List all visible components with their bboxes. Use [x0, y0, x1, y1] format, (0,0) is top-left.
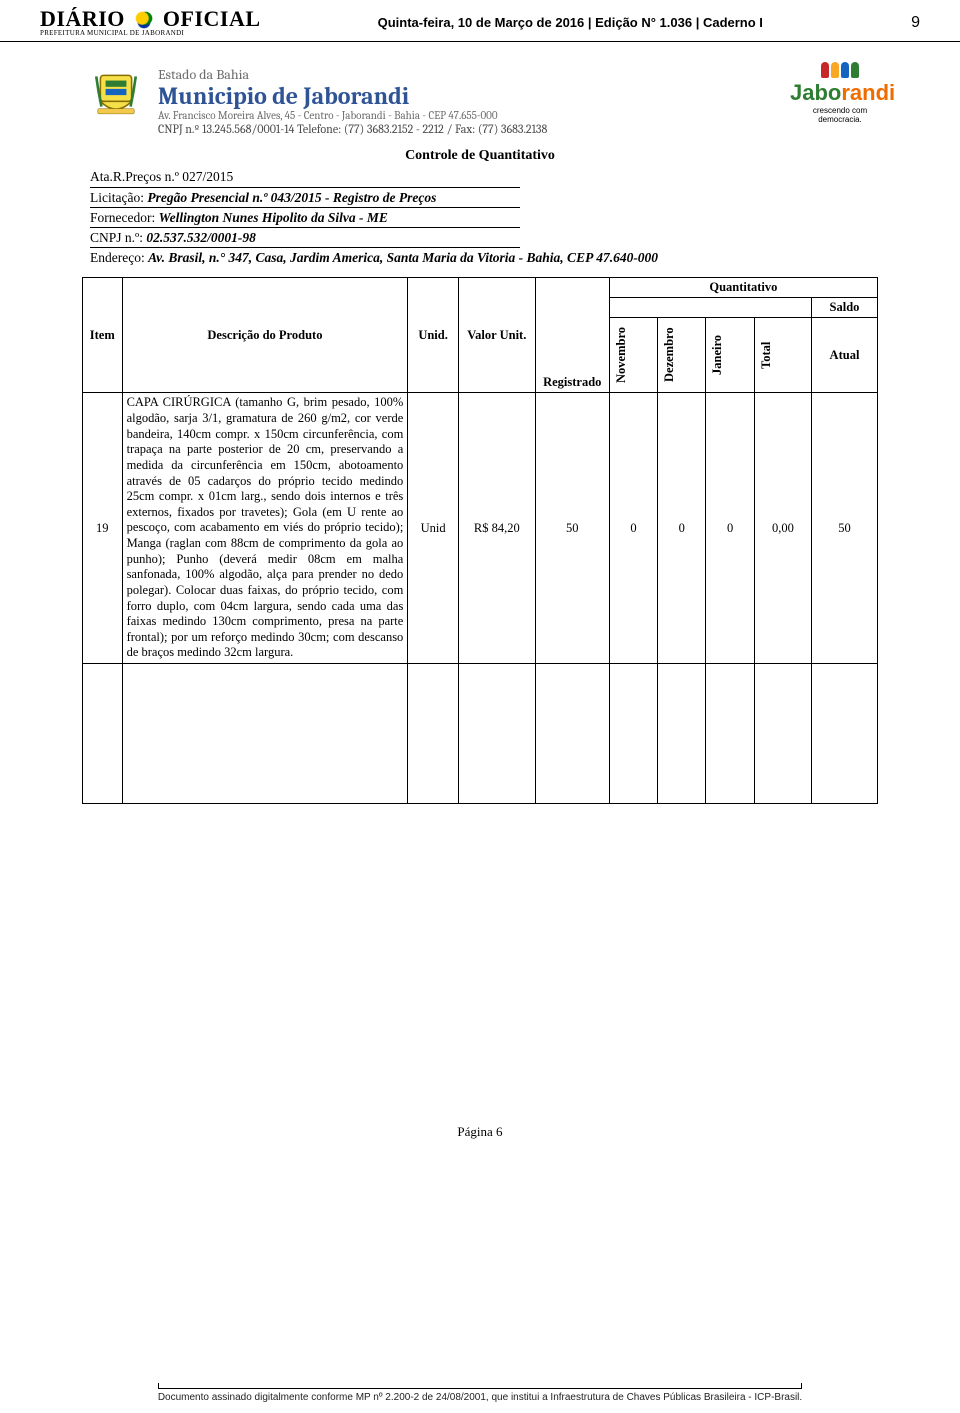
th-quantitativo: Quantitativo — [609, 278, 877, 298]
cell-novembro: 0 — [609, 393, 657, 664]
th-total: Total — [759, 320, 774, 390]
th-novembro: Novembro — [614, 320, 629, 390]
edition-info: Quinta-feira, 10 de Março de 2016 | Ediç… — [261, 15, 880, 30]
ata-line: Ata.R.Preços n.º 027/2015 — [90, 168, 520, 187]
licitacao-value: Pregão Presencial n.º 043/2015 - Registr… — [147, 190, 436, 205]
brand-slogan: crescendo com democracia. — [790, 106, 890, 124]
table-row-empty — [83, 664, 878, 804]
digital-signature-footer: Documento assinado digitalmente conforme… — [0, 1388, 960, 1403]
licitacao-label: Licitação: — [90, 190, 144, 205]
inner-page-number: Página 6 — [0, 1124, 960, 1140]
page-number: 9 — [880, 14, 920, 32]
table-row: 19 CAPA CIRÚRGICA (tamanho G, brim pesad… — [83, 393, 878, 664]
cell-janeiro: 0 — [706, 393, 754, 664]
municipal-coat-icon — [90, 66, 142, 118]
info-block: Ata.R.Preços n.º 027/2015 Licitação: Pre… — [0, 168, 960, 267]
jaborandi-brand-logo: Jaborandi crescendo com democracia. — [790, 62, 890, 124]
letterhead: Estado da Bahia Municipio de Jaborandi A… — [0, 42, 960, 142]
cell-item: 19 — [83, 393, 123, 664]
endereco-label: Endereço: — [90, 250, 145, 265]
municipality-address: Av. Francisco Moreira Alves, 45 - Centro… — [158, 109, 900, 122]
cell-total: 0,00 — [754, 393, 811, 664]
cnpj-value: 02.537.532/0001-98 — [146, 230, 256, 245]
th-unid: Unid. — [408, 278, 459, 393]
th-atual: Atual — [811, 318, 877, 393]
cell-saldo: 50 — [811, 393, 877, 664]
cell-dezembro: 0 — [658, 393, 706, 664]
national-crest-icon — [135, 11, 153, 29]
cell-registrado: 50 — [535, 393, 609, 664]
fornecedor-value: Wellington Nunes Hipolito da Silva - ME — [159, 210, 388, 225]
th-registrado: Registrado — [535, 278, 609, 393]
top-header: DIÁRIO OFICIAL PREFEITURA MUNICIPAL DE J… — [0, 0, 960, 42]
th-valor: Valor Unit. — [458, 278, 535, 393]
municipality-contact: CNPJ n.º 13.245.568/0001-14 Telefone: (7… — [158, 122, 900, 136]
section-title: Controle de Quantitativo — [0, 148, 960, 164]
footer-text: Documento assinado digitalmente conforme… — [158, 1392, 802, 1403]
fornecedor-label: Fornecedor: — [90, 210, 155, 225]
cell-descricao: CAPA CIRÚRGICA (tamanho G, brim pesado, … — [122, 393, 408, 664]
state-name: Estado da Bahia — [158, 66, 900, 83]
th-descricao: Descrição do Produto — [122, 278, 408, 393]
th-dezembro: Dezembro — [662, 320, 677, 390]
quantitativo-table: Item Descrição do Produto Unid. Valor Un… — [82, 277, 878, 804]
municipality-name: Municipio de Jaborandi — [158, 83, 900, 109]
diario-word-2: OFICIAL — [163, 6, 261, 31]
th-item: Item — [83, 278, 123, 393]
diario-word-1: DIÁRIO — [40, 6, 125, 31]
diario-subtitle: PREFEITURA MUNICIPAL DE JABORANDI — [40, 30, 261, 37]
cell-valor: R$ 84,20 — [458, 393, 535, 664]
th-janeiro: Janeiro — [710, 320, 725, 390]
diario-oficial-logo: DIÁRIO OFICIAL PREFEITURA MUNICIPAL DE J… — [40, 8, 261, 37]
endereco-value: Av. Brasil, n.° 347, Casa, Jardim Americ… — [148, 250, 658, 265]
th-saldo: Saldo — [811, 298, 877, 318]
cell-unid: Unid — [408, 393, 459, 664]
cnpj-label: CNPJ n.º: — [90, 230, 143, 245]
